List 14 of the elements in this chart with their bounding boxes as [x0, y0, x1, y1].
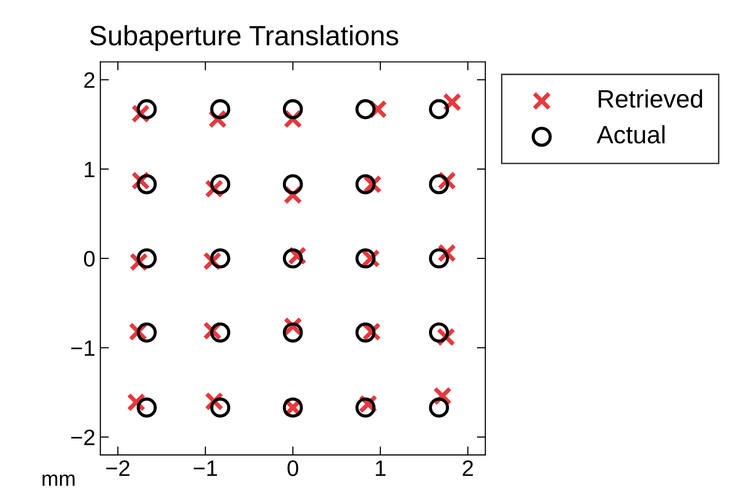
x-axis-title: mm: [42, 474, 75, 486]
legend-label: Retrieved: [598, 89, 702, 108]
x-tick-label: 2: [462, 460, 473, 476]
y-tick-label: −1: [71, 340, 94, 356]
x-tick-label: −1: [194, 460, 217, 476]
legend-label: Actual: [596, 125, 665, 144]
chart-title: Subaperture Translations: [90, 25, 398, 51]
x-tick-label: −2: [106, 460, 130, 476]
y-tick-label: 0: [84, 250, 95, 267]
y-tick-label: 1: [84, 162, 94, 178]
x-tick-label: 0: [288, 460, 298, 476]
y-tick-label: 2: [84, 72, 94, 88]
x-tick-label: 1: [376, 460, 386, 476]
y-tick-label: −2: [71, 430, 94, 446]
